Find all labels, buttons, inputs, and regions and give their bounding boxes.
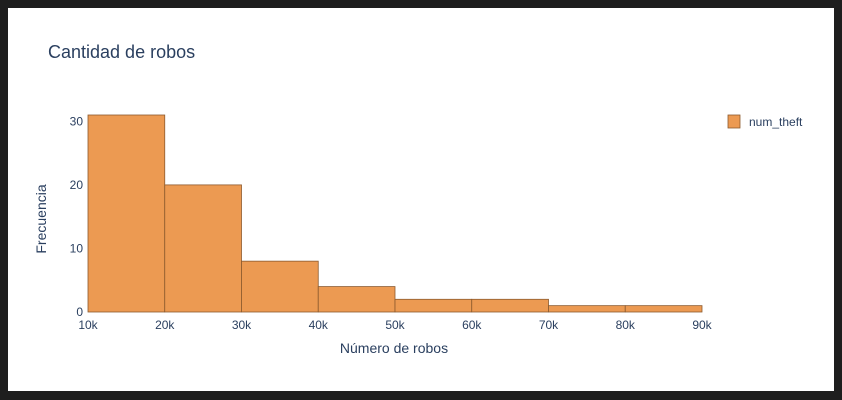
histogram-bar[interactable] [87, 114, 166, 313]
histogram-bar[interactable] [241, 260, 319, 313]
legend-swatch [727, 114, 741, 129]
x-tick-label: 40k [309, 318, 329, 332]
x-tick-label: 60k [462, 318, 482, 332]
y-tick-label: 20 [70, 178, 84, 192]
histogram-chart: Cantidad de robos 0 10 20 30 10k 20k 30k 40k 50… [33, 42, 803, 356]
y-tick-label: 10 [70, 241, 84, 255]
x-axis-ticks: 10k 20k 30k 40k 50k 60k 70k 80k 90k [78, 318, 712, 332]
histogram-bar[interactable] [471, 298, 549, 313]
x-tick-label: 10k [78, 318, 98, 332]
chart-title: Cantidad de robos [48, 42, 195, 62]
bars [87, 114, 703, 313]
histogram-bar[interactable] [624, 305, 703, 313]
histogram-bar[interactable] [394, 298, 473, 313]
x-tick-label: 70k [539, 318, 559, 332]
histogram-bar[interactable] [164, 184, 242, 313]
x-axis-title: Número de robos [340, 340, 448, 356]
x-tick-label: 90k [692, 318, 712, 332]
legend-label: num_theft [749, 115, 803, 129]
legend[interactable]: num_theft [727, 114, 803, 129]
y-axis-title: Frecuencia [33, 184, 49, 253]
histogram-bar[interactable] [548, 305, 626, 313]
chart-frame: Cantidad de robos 0 10 20 30 10k 20k 30k 40k 50… [8, 8, 834, 391]
x-tick-label: 80k [616, 318, 636, 332]
y-axis-ticks: 0 10 20 30 [70, 114, 84, 319]
x-tick-label: 30k [232, 318, 252, 332]
x-tick-label: 50k [385, 318, 405, 332]
histogram-bar[interactable] [317, 286, 396, 313]
x-tick-label: 20k [155, 318, 175, 332]
y-tick-label: 30 [70, 114, 84, 128]
y-tick-label: 0 [76, 305, 83, 319]
